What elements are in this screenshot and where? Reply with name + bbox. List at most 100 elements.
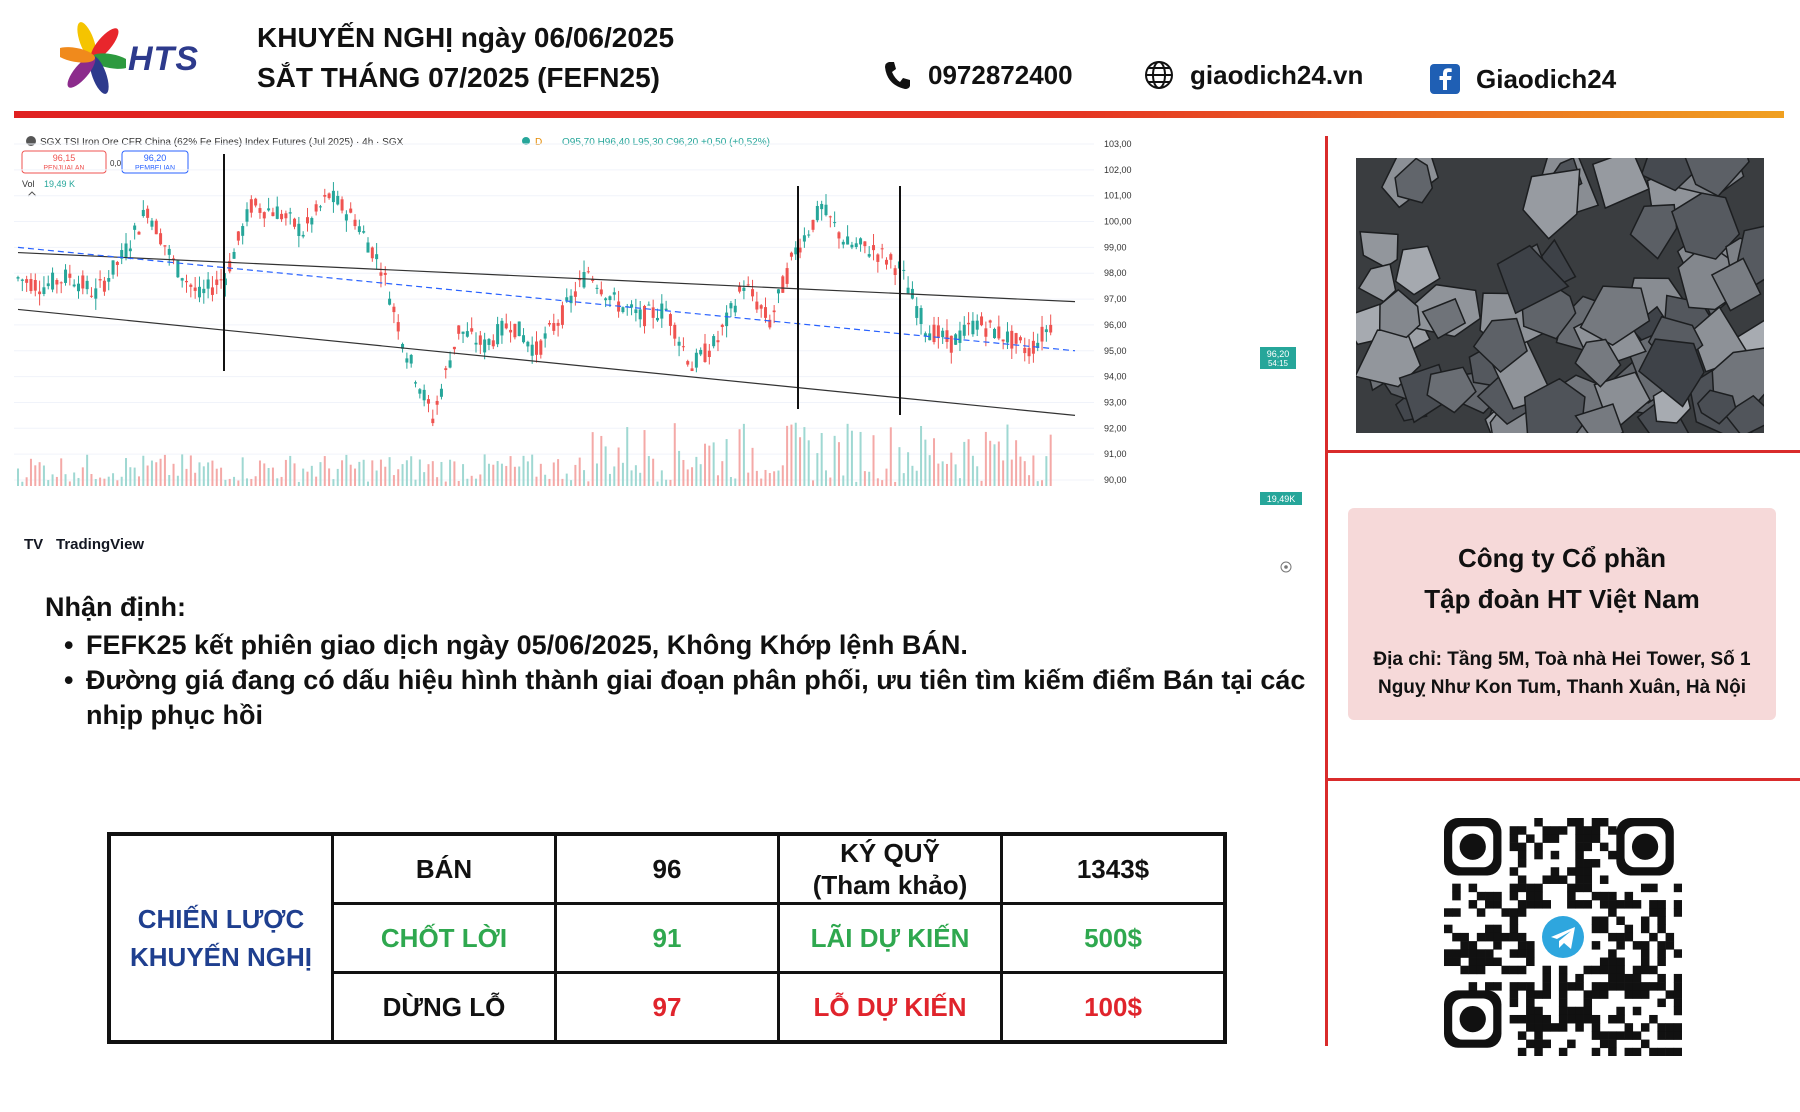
qr-module	[1567, 818, 1576, 827]
qr-module	[1599, 982, 1609, 991]
volume-bar	[241, 457, 244, 486]
qr-module	[1599, 1031, 1609, 1040]
qr-module	[1657, 908, 1666, 917]
candle-body	[120, 250, 124, 259]
candle-body	[798, 247, 802, 253]
candle-body	[725, 312, 729, 327]
qr-module	[1517, 859, 1527, 868]
volume-bar	[937, 463, 940, 486]
volume-bar	[81, 467, 84, 486]
phone-contact[interactable]: 0972872400	[880, 58, 1073, 92]
ore-chunk	[1684, 158, 1750, 198]
volume-bar	[246, 478, 249, 486]
volume-bar	[608, 473, 611, 486]
qr-module	[1517, 883, 1527, 893]
volume-bar	[1041, 480, 1044, 486]
qr-module	[1558, 1014, 1568, 1024]
qr-module	[1526, 998, 1535, 1008]
volume-bar	[889, 427, 892, 486]
last-price-value: 96,20	[1267, 349, 1290, 359]
qr-module	[1632, 973, 1642, 983]
volume-bar	[388, 457, 391, 486]
qr-module	[1526, 883, 1535, 893]
qr-module	[1526, 990, 1535, 999]
candle-body	[409, 354, 413, 364]
section-divider-2	[1325, 778, 1800, 781]
qr-module	[1665, 1031, 1675, 1040]
volume-bar	[894, 481, 897, 486]
qr-module	[1673, 1006, 1683, 1016]
qr-module	[1640, 924, 1650, 934]
candle-body	[893, 268, 897, 276]
qr-module	[1673, 1023, 1683, 1032]
volume-bar	[1002, 460, 1005, 486]
qr-module	[1534, 1023, 1543, 1032]
volume-bar	[656, 481, 659, 486]
qr-module	[1657, 1047, 1666, 1057]
price-chart-svg: SGX TSI Iron Ore CFR China (62% Fe Fines…	[14, 136, 1302, 573]
telegram-qr-code[interactable]	[1444, 818, 1683, 1057]
last-price-countdown: 54:15	[1268, 359, 1289, 368]
collapse-icon[interactable]	[27, 191, 37, 197]
candle-body	[772, 310, 776, 313]
website-contact[interactable]: giaodich24.vn	[1142, 58, 1363, 92]
qr-module	[1534, 842, 1543, 852]
qr-module	[1517, 949, 1527, 958]
volume-bar	[729, 477, 732, 486]
qr-module	[1616, 916, 1625, 925]
candle-body	[379, 272, 383, 276]
qr-module	[1624, 973, 1634, 983]
qr-module	[1608, 949, 1617, 958]
candle-body	[621, 307, 625, 313]
expected-profit-amount: 500$	[1000, 902, 1227, 974]
margin-label-sub: (Tham khảo)	[812, 870, 968, 900]
sell-price: 96,15	[53, 153, 76, 163]
volume-bar	[202, 466, 205, 486]
table-row: CHỐT LỜI 91 LÃI DỰ KIẾN 500$	[109, 902, 1227, 974]
qr-module	[1624, 932, 1634, 942]
volume-bar	[816, 453, 819, 486]
volume-bar	[47, 480, 50, 486]
eye-icon[interactable]	[1280, 561, 1292, 573]
qr-module	[1632, 982, 1642, 991]
globe-icon	[1142, 58, 1176, 92]
candle-body	[530, 344, 534, 356]
volume-bar	[531, 454, 534, 486]
candle-body	[85, 280, 89, 290]
volume-bar	[704, 443, 707, 486]
qr-module	[1567, 900, 1576, 909]
qr-module	[1632, 1047, 1642, 1057]
candle-body	[189, 284, 193, 287]
volume-bar	[444, 481, 447, 486]
candle-body	[262, 212, 266, 219]
volume-bar	[699, 464, 702, 486]
candle-body	[193, 287, 197, 291]
qr-module	[1534, 1006, 1543, 1016]
qr-module	[1526, 982, 1535, 991]
volume-bar	[220, 467, 223, 486]
volume-bar	[786, 425, 789, 486]
candle-body	[362, 231, 366, 233]
candle-body	[535, 341, 538, 355]
candle-body	[46, 283, 50, 287]
qr-module	[1501, 932, 1510, 942]
volume-bar	[449, 459, 452, 486]
qr-module	[1673, 982, 1683, 991]
candle-body	[370, 247, 374, 259]
facebook-contact[interactable]: Giaodich24	[1428, 62, 1616, 96]
buy-button[interactable]	[121, 150, 189, 174]
candle-body	[301, 234, 305, 237]
volume-bar	[557, 459, 560, 486]
ore-chunk	[1638, 338, 1705, 408]
ore-chunk	[1378, 288, 1421, 339]
sell-button[interactable]	[21, 150, 107, 174]
volume-bar	[94, 478, 97, 486]
facebook-icon	[1428, 62, 1462, 96]
candle-body	[20, 279, 24, 281]
volume-bar	[565, 473, 568, 486]
candle-body	[388, 298, 392, 305]
volume-bar	[427, 464, 430, 486]
table-row: DỪNG LỖ 97 LỖ DỰ KIẾN 100$	[109, 971, 1227, 1044]
volume-bar	[526, 461, 529, 486]
candle-body	[504, 323, 508, 329]
